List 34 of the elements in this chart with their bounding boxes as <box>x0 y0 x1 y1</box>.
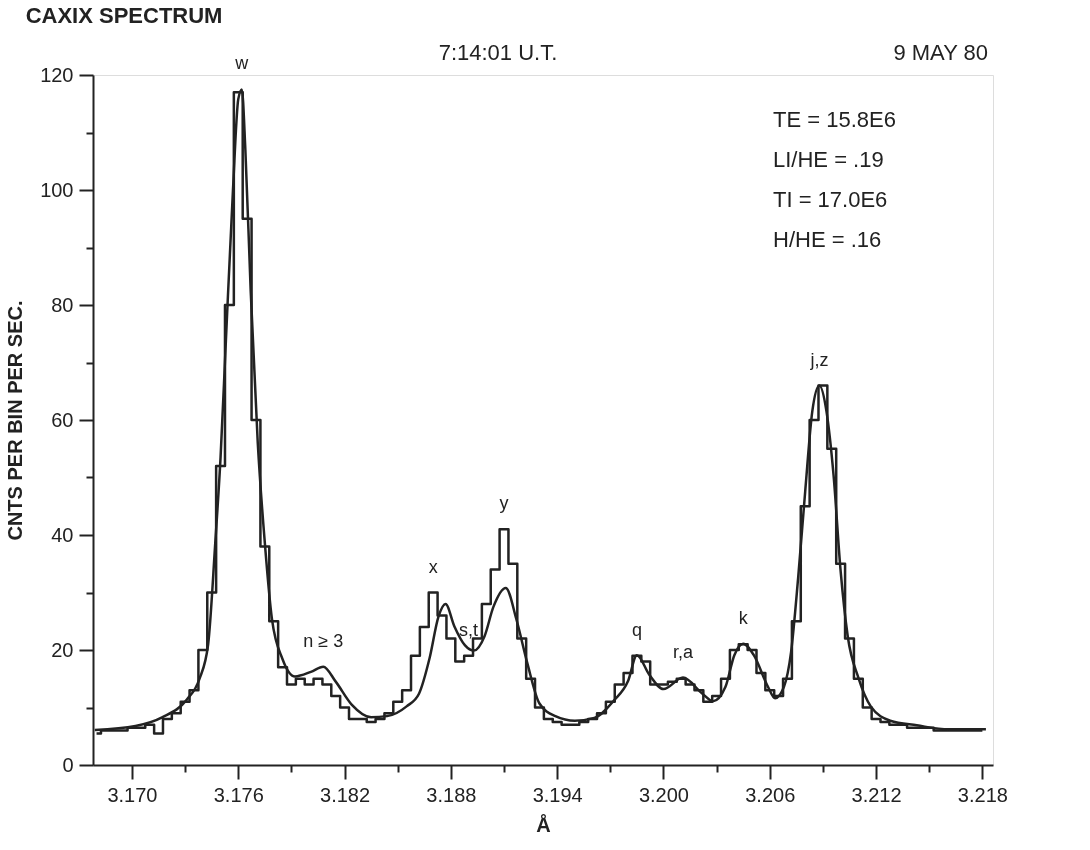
y-tick-label: 0 <box>62 753 74 776</box>
x-tick-label: 3.194 <box>532 783 583 806</box>
x-tick-label: 3.212 <box>851 783 902 806</box>
annotation: n ≥ 3 <box>303 630 344 651</box>
x-tick-label: 3.182 <box>320 783 371 806</box>
annotation: x <box>428 556 438 577</box>
x-tick-label: 3.218 <box>957 783 1008 806</box>
y-tick-label: 100 <box>40 178 74 201</box>
x-axis-title: Å <box>536 812 551 836</box>
x-tick-label: 3.200 <box>638 783 689 806</box>
annotation: k <box>738 607 749 628</box>
x-tick-label: 3.206 <box>745 783 796 806</box>
annotation: TI = 17.0E6 <box>773 187 888 212</box>
annotation: y <box>499 493 509 514</box>
annotation: LI/HE = .19 <box>773 147 884 172</box>
annotation: q <box>631 619 642 640</box>
annotation: j,z <box>809 349 829 370</box>
annotation: s,t <box>459 619 479 640</box>
annotation: r,a <box>672 641 694 662</box>
y-tick-label: 40 <box>51 523 74 546</box>
y-tick-label: 20 <box>51 638 74 661</box>
chart-title: CAXIX SPECTRUM <box>25 3 223 28</box>
y-tick-label: 60 <box>51 408 74 431</box>
x-tick-label: 3.188 <box>426 783 477 806</box>
text: 9 MAY 80 <box>893 40 988 65</box>
x-tick-label: 3.176 <box>213 783 264 806</box>
x-tick-label: 3.170 <box>107 783 158 806</box>
y-tick-label: 80 <box>51 293 74 316</box>
y-tick-label: 120 <box>40 63 74 86</box>
y-axis-title: CNTS PER BIN PER SEC. <box>4 300 27 541</box>
text: 7:14:01 U.T. <box>438 40 558 65</box>
annotation: w <box>234 53 250 74</box>
annotation: H/HE = .16 <box>773 227 882 252</box>
annotation: TE = 15.8E6 <box>773 107 896 132</box>
